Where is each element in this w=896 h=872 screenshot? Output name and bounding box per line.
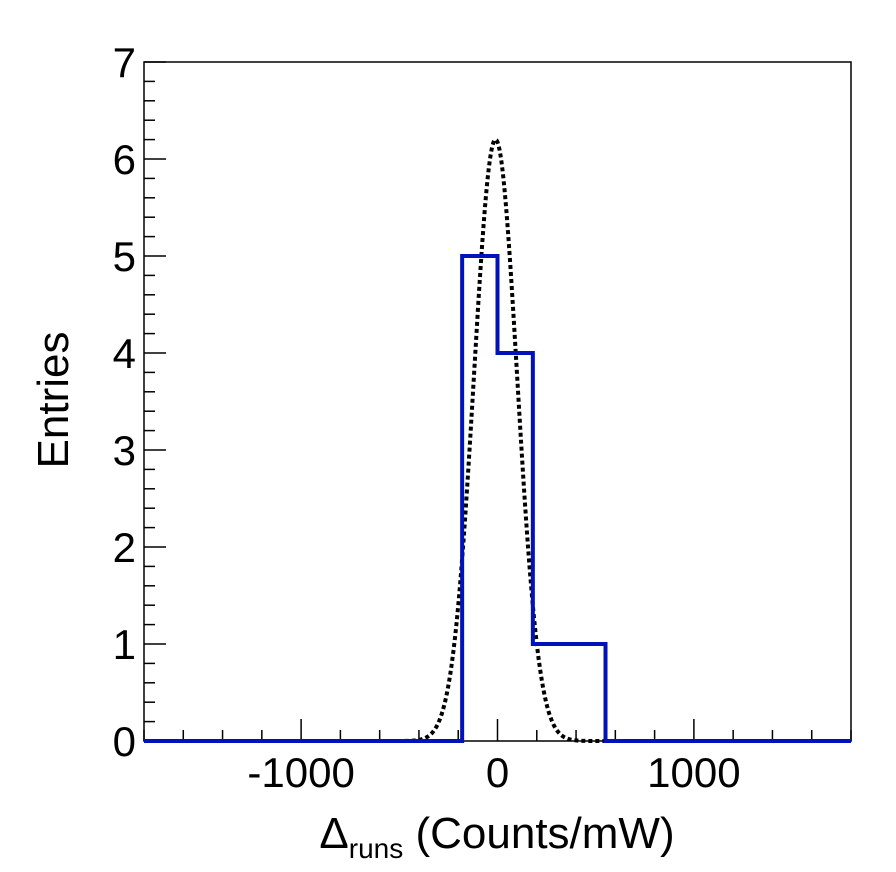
y-axis-title: Entries <box>29 332 78 469</box>
x-axis-title: Δruns (Counts/mW) <box>319 809 674 864</box>
x-axis-tick-labels: -1000 0 1000 <box>247 749 740 796</box>
x-tick-label: 1000 <box>647 749 740 796</box>
y-tick-label: 0 <box>113 718 136 765</box>
y-axis-tick-labels: 0 1 2 3 4 5 6 7 <box>113 39 136 765</box>
y-tick-label: 2 <box>113 524 136 571</box>
y-tick-label: 3 <box>113 427 136 474</box>
x-axis-title-subscript: runs <box>349 833 403 864</box>
y-tick-label: 5 <box>113 233 136 280</box>
x-axis-ticks <box>143 719 852 741</box>
gaussian-fit-curve <box>320 137 675 743</box>
x-tick-label: -1000 <box>247 749 354 796</box>
y-tick-label: 6 <box>113 136 136 183</box>
y-tick-label: 7 <box>113 39 136 86</box>
histogram-outline <box>144 254 851 743</box>
x-tick-label: 0 <box>486 749 509 796</box>
plot-frame <box>143 61 852 742</box>
x-axis-title-unit: (Counts/mW) <box>403 809 674 858</box>
y-axis-ticks <box>144 61 166 742</box>
y-tick-label: 4 <box>113 330 136 377</box>
x-axis-title-symbol: Δ <box>319 809 348 858</box>
y-tick-label: 1 <box>113 621 136 668</box>
